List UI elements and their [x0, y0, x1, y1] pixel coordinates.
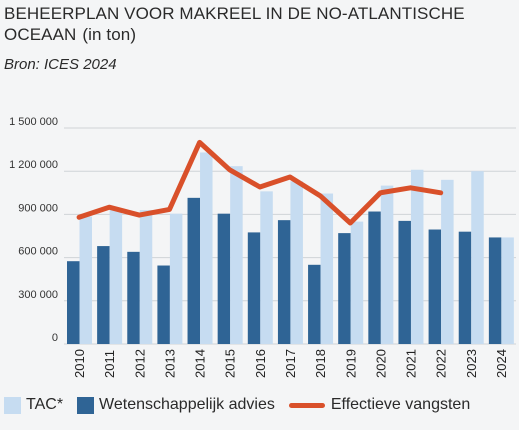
bar-advice [247, 232, 261, 344]
bar-tac [139, 210, 153, 344]
bar-tac [471, 171, 484, 344]
bar-tac [290, 181, 303, 344]
y-tick-label: 300 000 [18, 289, 58, 301]
bar-advice [277, 220, 291, 344]
x-tick-label: 2018 [313, 349, 328, 378]
y-tick-label: 0 [52, 332, 58, 344]
bar-advice [428, 229, 442, 344]
chart-legend: TAC* Wetenschappelijk advies Effectieve … [4, 396, 484, 414]
bar-advice [398, 220, 411, 344]
bar-advice [127, 251, 140, 344]
bar-tac [441, 179, 454, 344]
x-tick-label: 2019 [343, 349, 358, 378]
bar-tac [350, 221, 364, 344]
bar-tac [380, 185, 394, 344]
bar-advice [217, 213, 231, 344]
x-tick-label: 2016 [253, 349, 268, 378]
y-tick-label: 1 200 000 [9, 159, 58, 171]
chart-title: BEHEERPLAN VOOR MAKREEL IN DE NO-ATLANTI… [4, 3, 514, 45]
x-tick-label: 2024 [494, 349, 509, 378]
legend-label-tac: TAC* [26, 396, 64, 413]
bar-tac [169, 213, 183, 344]
bar-tac [501, 237, 514, 344]
bar-tac [320, 193, 334, 344]
line-series-catch [76, 139, 444, 226]
y-tick-label: 900 000 [18, 202, 58, 214]
bar-advice [458, 231, 472, 344]
legend-swatch-catch [288, 402, 325, 408]
x-tick-label: 2013 [162, 349, 177, 378]
chart-plot: 0 300 000 600 000 900 000 1 200 000 1 500 000… [9, 116, 516, 378]
legend-item-catch: Effectieve vangsten [288, 396, 471, 414]
bar-advice [67, 261, 80, 344]
x-tick-label: 2021 [404, 349, 419, 378]
x-tick-label: 2015 [223, 349, 238, 378]
bar-advice [97, 246, 110, 344]
x-tick-label: 2014 [193, 349, 208, 378]
bar-advice [368, 211, 381, 344]
chart-title-text: BEHEERPLAN VOOR MAKREEL IN DE NO-ATLANTI… [4, 4, 465, 44]
x-tick-label: 2020 [373, 349, 388, 378]
bar-tac [109, 210, 123, 344]
legend-item-advice: Wetenschappelijk advies [77, 396, 275, 414]
bar-tac [260, 191, 273, 344]
legend-swatch-tac [4, 396, 21, 414]
bar-tac [79, 216, 92, 344]
x-tick-label: 2017 [283, 349, 298, 378]
legend-label-advice: Wetenschappelijk advies [99, 396, 275, 413]
bar-advice [308, 264, 321, 344]
bar-tac [230, 166, 243, 344]
x-tick-label: 2011 [102, 350, 117, 378]
bar-advice [157, 265, 170, 344]
x-tick-label: 2010 [72, 349, 87, 378]
y-tick-label: 600 000 [18, 246, 58, 258]
legend-item-tac: TAC* [4, 396, 63, 414]
x-tick-label: 2023 [464, 349, 479, 378]
chart-source: Bron: ICES 2024 [4, 56, 117, 73]
legend-swatch-advice [77, 396, 95, 414]
x-tick-label: 2022 [434, 349, 449, 378]
bar-tac [200, 152, 213, 344]
bar-advice [488, 237, 502, 344]
bar-tac [410, 169, 424, 344]
legend-label-catch: Effectieve vangsten [330, 396, 471, 413]
bar-advice [338, 233, 351, 344]
y-tick-label: 1 500 000 [9, 116, 58, 128]
x-tick-label: 2012 [132, 349, 147, 378]
chart-title-unit: (in ton) [82, 25, 137, 44]
bar-advice [187, 197, 201, 344]
